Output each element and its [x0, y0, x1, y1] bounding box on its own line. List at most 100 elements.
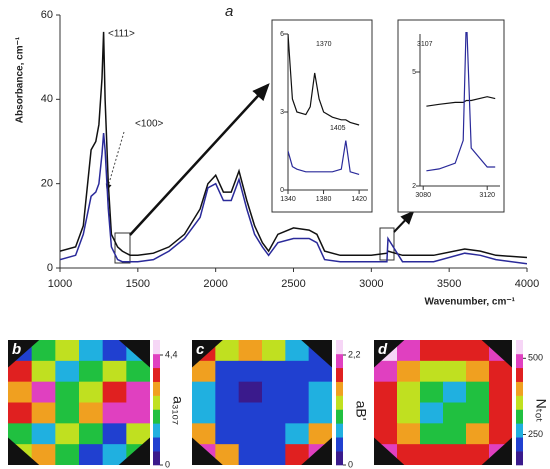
heat-cell	[79, 423, 104, 445]
inset-frame	[397, 19, 505, 213]
heat-cell	[55, 402, 80, 424]
heat-cell	[238, 360, 263, 383]
y-tick-label: 0	[47, 262, 53, 274]
heat-cell	[285, 381, 310, 403]
heat-cell	[31, 381, 56, 403]
heat-cell	[285, 444, 310, 465]
heat-cell	[308, 402, 332, 424]
heat-cell	[489, 423, 512, 445]
colorbar-step	[336, 451, 343, 466]
heat-cell	[31, 340, 56, 362]
heat-cell	[397, 402, 421, 424]
heat-cell	[55, 423, 80, 445]
heat-cell	[238, 444, 263, 465]
heat-cell	[443, 381, 467, 403]
heat-cell	[420, 444, 444, 465]
y-tick-label: 6	[280, 31, 284, 38]
panel-label: d	[378, 341, 388, 358]
x-tick-label: 1420	[351, 196, 367, 203]
colorbar-step	[153, 353, 160, 369]
heat-cell	[262, 444, 286, 465]
y-tick-label: 20	[41, 178, 53, 190]
heat-cell	[79, 444, 104, 465]
heat-cell	[126, 381, 150, 403]
heat-cell	[466, 360, 490, 383]
colorbar-step	[516, 395, 523, 410]
heat-cell	[397, 444, 421, 465]
colorbar-step	[336, 395, 343, 410]
heat-cell	[489, 381, 512, 403]
heat-cell	[102, 423, 127, 445]
heat-cell	[420, 402, 444, 424]
heat-cell	[285, 340, 310, 362]
x-tick-label: 1380	[316, 196, 332, 203]
colorbar-label: Nₜₒₜ	[533, 399, 549, 423]
annotation: 1405	[330, 125, 346, 132]
y-tick-label: 3	[280, 109, 284, 116]
heat-cell	[192, 423, 216, 445]
heat-cell	[238, 423, 263, 445]
colorbar-step	[516, 437, 523, 452]
heat-cell	[79, 340, 104, 362]
heat-cell	[285, 402, 310, 424]
x-tick-label: 1500	[126, 278, 150, 290]
heat-cell	[374, 381, 398, 403]
heat-cell	[262, 402, 286, 424]
heat-cell	[308, 381, 332, 403]
arrow	[393, 210, 415, 233]
colorbar-tick-label: 2,2	[348, 349, 361, 359]
heat-cell	[215, 423, 240, 445]
colorbar-step	[153, 437, 160, 452]
heatmap	[374, 340, 512, 465]
heat-cell	[8, 360, 33, 383]
y-tick-label: 2	[412, 183, 416, 190]
heat-cell	[420, 381, 444, 403]
heat-cell	[79, 381, 104, 403]
inset-frame	[271, 19, 373, 213]
colorbar-step	[516, 367, 523, 382]
x-tick-label: 3500	[437, 278, 461, 290]
colorbar-tick-label: 0	[165, 459, 170, 469]
annotation: <100>	[135, 119, 164, 130]
heat-cell	[443, 402, 467, 424]
heat-cell	[443, 360, 467, 383]
x-tick-label: 4000	[515, 278, 539, 290]
heat-cell	[102, 360, 127, 383]
heat-cell	[238, 402, 263, 424]
heat-cell	[397, 423, 421, 445]
colorbar-tick-label: 250	[528, 429, 543, 439]
heat-cell	[420, 360, 444, 383]
heat-cell	[102, 402, 127, 424]
colorbar-label: aB'	[353, 401, 369, 421]
arrow	[105, 131, 125, 191]
heat-cell	[262, 381, 286, 403]
heat-cell	[308, 360, 332, 383]
heat-cell	[79, 402, 104, 424]
heatmap	[8, 340, 150, 465]
heat-cell	[238, 381, 263, 403]
heat-cell	[31, 423, 56, 445]
annotation: <111>	[108, 29, 135, 40]
heat-cell	[31, 402, 56, 424]
colorbar-label: a₃₁₀₇	[170, 396, 186, 425]
heat-cell	[102, 340, 127, 362]
heat-cell	[238, 340, 263, 362]
heat-cell	[8, 381, 33, 403]
heat-cell	[31, 444, 56, 465]
x-tick-label: 3120	[479, 192, 495, 199]
colorbar-tick-label: 0	[348, 459, 353, 469]
colorbar-step	[516, 353, 523, 369]
heat-cell	[126, 360, 150, 383]
heat-cell	[55, 340, 80, 362]
colorbar-step	[336, 353, 343, 369]
heat-cell	[126, 402, 150, 424]
x-tick-label: 2000	[203, 278, 227, 290]
x-axis-label: Wavenumber, cm⁻¹	[425, 297, 516, 308]
heat-cell	[55, 444, 80, 465]
heat-cell	[466, 444, 490, 465]
heat-cell	[397, 340, 421, 362]
heat-cell	[466, 381, 490, 403]
colorbar-step	[516, 340, 523, 355]
heat-cell	[466, 340, 490, 362]
